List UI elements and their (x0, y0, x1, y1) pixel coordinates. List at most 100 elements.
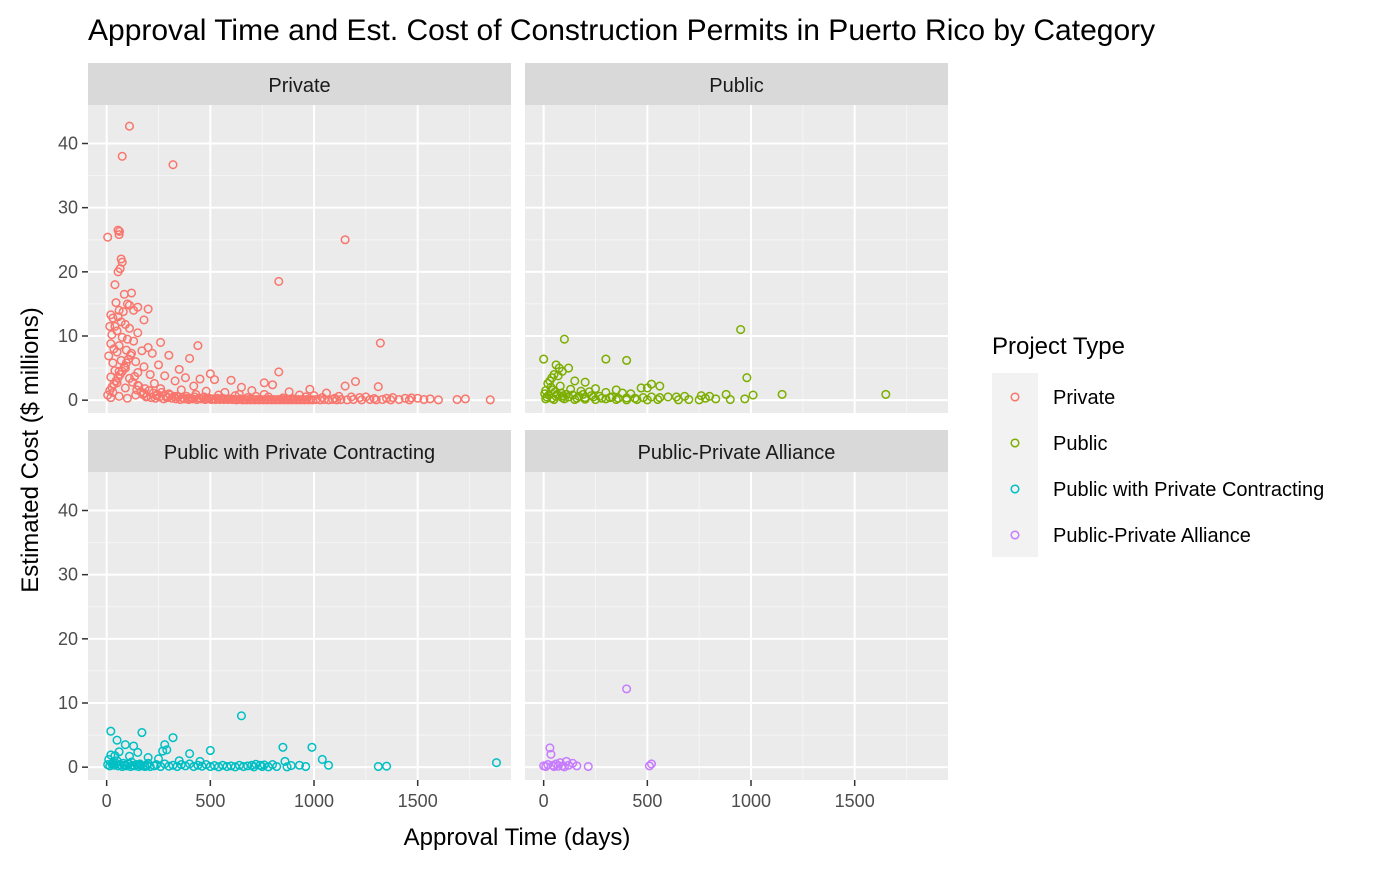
data-point-private (460, 394, 470, 404)
data-point-private (143, 304, 153, 314)
data-point-private (164, 350, 174, 360)
legend-key-public (1010, 438, 1020, 448)
data-point-public (684, 394, 694, 405)
data-point-private (137, 346, 147, 356)
x-tick-label: 500 (195, 791, 225, 811)
data-point-public-with-private-contracting (168, 733, 178, 743)
data-point-private (113, 225, 123, 235)
data-point-public (736, 325, 746, 335)
data-point-private (107, 330, 117, 340)
data-point-public-with-private-contracting (132, 760, 142, 770)
data-point-private (139, 362, 149, 372)
x-tick-label: 0 (539, 791, 549, 811)
data-point-public-private-alliance (546, 749, 556, 759)
data-point-private (365, 394, 375, 405)
data-point-private (274, 367, 284, 377)
data-point-public (574, 391, 584, 401)
strip-label-public-with-private-contracting: Public with Private Contracting (164, 442, 435, 464)
x-tick-label: 1500 (835, 791, 875, 811)
panel-background-public (525, 105, 948, 413)
data-point-public (545, 376, 555, 386)
panel-public-private-alliance: Public-Private Alliance 0 500 1000 1500 (525, 430, 948, 811)
data-point-public (561, 389, 572, 399)
x-tick-label: 0 (102, 791, 112, 811)
data-point-private (247, 385, 257, 396)
panel-background-private (88, 105, 511, 413)
data-point-private (425, 394, 435, 404)
data-point-private (485, 395, 495, 405)
data-point-private (185, 353, 195, 364)
data-point-public-with-private-contracting (205, 745, 215, 756)
x-axis-label: Approval Time (days) (404, 824, 631, 851)
data-point-private (124, 121, 135, 131)
data-point-private (189, 381, 199, 391)
y-tick-label: 0 (68, 390, 78, 410)
data-point-public-with-private-contracting (149, 761, 159, 771)
data-point-public-with-private-contracting (491, 758, 502, 768)
data-point-private (125, 350, 136, 360)
data-point-private (117, 366, 127, 376)
data-point-public (673, 395, 683, 405)
data-point-private (124, 323, 135, 333)
data-point-public-private-alliance (559, 762, 569, 772)
data-point-private (342, 395, 352, 405)
data-point-public-private-alliance (572, 761, 582, 771)
data-point-private (340, 235, 350, 245)
data-point-public (642, 383, 652, 393)
data-point-public (653, 394, 663, 405)
data-point-private (336, 394, 346, 405)
data-point-private (259, 378, 269, 388)
data-point-private (139, 315, 149, 325)
panel-background-public-with-private-contracting (88, 472, 511, 780)
legend-label-public: Public (1053, 433, 1107, 455)
data-point-private (174, 364, 184, 374)
legend-key-public-with-private-contracting (1010, 484, 1020, 494)
data-point-public (556, 388, 566, 398)
data-point-private (114, 305, 124, 315)
legend: Project Type Private Public Public with Pr… (992, 333, 1324, 557)
data-point-public (607, 392, 617, 402)
data-point-public (632, 394, 642, 405)
points-public-private-alliance (539, 684, 657, 772)
data-point-private (117, 151, 127, 161)
data-point-private (108, 313, 118, 323)
data-point-private (394, 394, 404, 405)
data-point-public-with-private-contracting (162, 745, 172, 755)
data-point-public-with-private-contracting (120, 740, 130, 750)
data-point-private (404, 395, 414, 405)
data-point-private (168, 160, 178, 170)
data-point-private (205, 369, 215, 379)
data-point-public-with-private-contracting (257, 761, 267, 772)
data-point-public (740, 394, 750, 404)
data-point-public (748, 390, 758, 400)
data-point-private (129, 305, 139, 315)
legend-key-public-private-alliance (1010, 530, 1020, 540)
data-point-public (700, 393, 710, 403)
data-point-private (118, 307, 128, 317)
data-point-private (114, 226, 125, 236)
data-point-public-private-alliance (622, 684, 632, 694)
data-point-public-with-private-contracting (137, 727, 147, 738)
data-point-private (113, 267, 123, 277)
points-public (539, 325, 891, 405)
data-point-public-with-private-contracting (158, 746, 168, 756)
data-point-public-with-private-contracting (133, 747, 143, 757)
panel-private: Private 0 10 20 30 40 (58, 63, 511, 413)
data-point-private (167, 393, 177, 403)
data-point-public (742, 373, 752, 383)
data-point-public-with-private-contracting (129, 741, 139, 751)
data-point-public (655, 381, 665, 391)
points-private (103, 121, 495, 405)
strip-label-public-private-alliance: Public-Private Alliance (638, 442, 836, 464)
data-point-public (711, 394, 721, 404)
data-point-private (180, 373, 191, 383)
data-point-public (559, 334, 569, 344)
data-point-public-private-alliance (548, 760, 558, 770)
data-point-private (226, 375, 236, 385)
data-point-private (350, 377, 361, 387)
data-point-private (373, 382, 383, 392)
data-point-public (580, 377, 590, 387)
data-point-private (149, 378, 159, 389)
legend-label-public-private-alliance: Public-Private Alliance (1053, 525, 1251, 547)
